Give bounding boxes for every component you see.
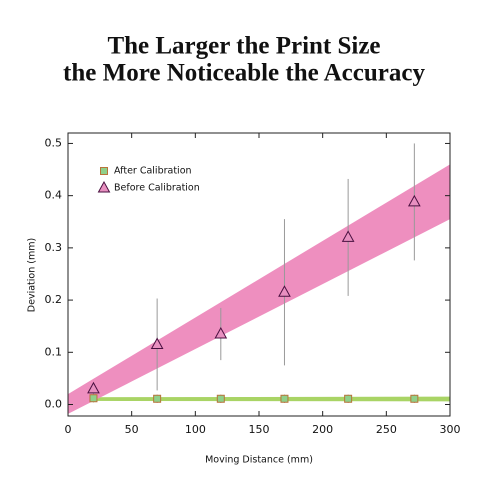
legend-label: After Calibration (114, 166, 192, 177)
marker (280, 394, 289, 403)
marker (410, 394, 419, 403)
legend-label: Before Calibration (114, 183, 200, 194)
y-tick-label: 0.1 (45, 345, 63, 358)
marker (341, 230, 355, 242)
marker (89, 394, 98, 403)
y-tick-label: 0.4 (45, 189, 63, 202)
confidence-band (68, 164, 450, 414)
marker (216, 394, 225, 403)
confidence-band (68, 396, 450, 402)
chart-title: the More Noticeable the Accuracy (63, 60, 425, 87)
marker (408, 194, 421, 207)
marker (153, 394, 162, 403)
marker (100, 167, 108, 175)
x-tick-label: 150 (249, 423, 270, 436)
marker (214, 326, 228, 339)
chart-title: The Larger the Print Size (107, 33, 380, 60)
y-axis-label: Deviation (mm) (27, 238, 38, 312)
x-tick-label: 300 (440, 423, 461, 436)
y-tick-label: 0.0 (45, 398, 63, 411)
x-tick-label: 200 (312, 423, 333, 436)
x-tick-label: 100 (185, 423, 206, 436)
x-tick-label: 250 (376, 423, 397, 436)
marker (278, 285, 291, 297)
marker (344, 394, 353, 403)
plot (68, 143, 450, 414)
y-tick-label: 0.2 (45, 293, 63, 306)
y-tick-label: 0.3 (45, 241, 63, 254)
marker (87, 381, 100, 394)
marker (97, 180, 111, 193)
x-tick-label: 50 (125, 423, 139, 436)
x-axis-label: Moving Distance (mm) (205, 455, 313, 466)
x-tick-label: 0 (65, 423, 72, 436)
y-tick-label: 0.5 (45, 136, 63, 149)
marker (150, 337, 164, 349)
